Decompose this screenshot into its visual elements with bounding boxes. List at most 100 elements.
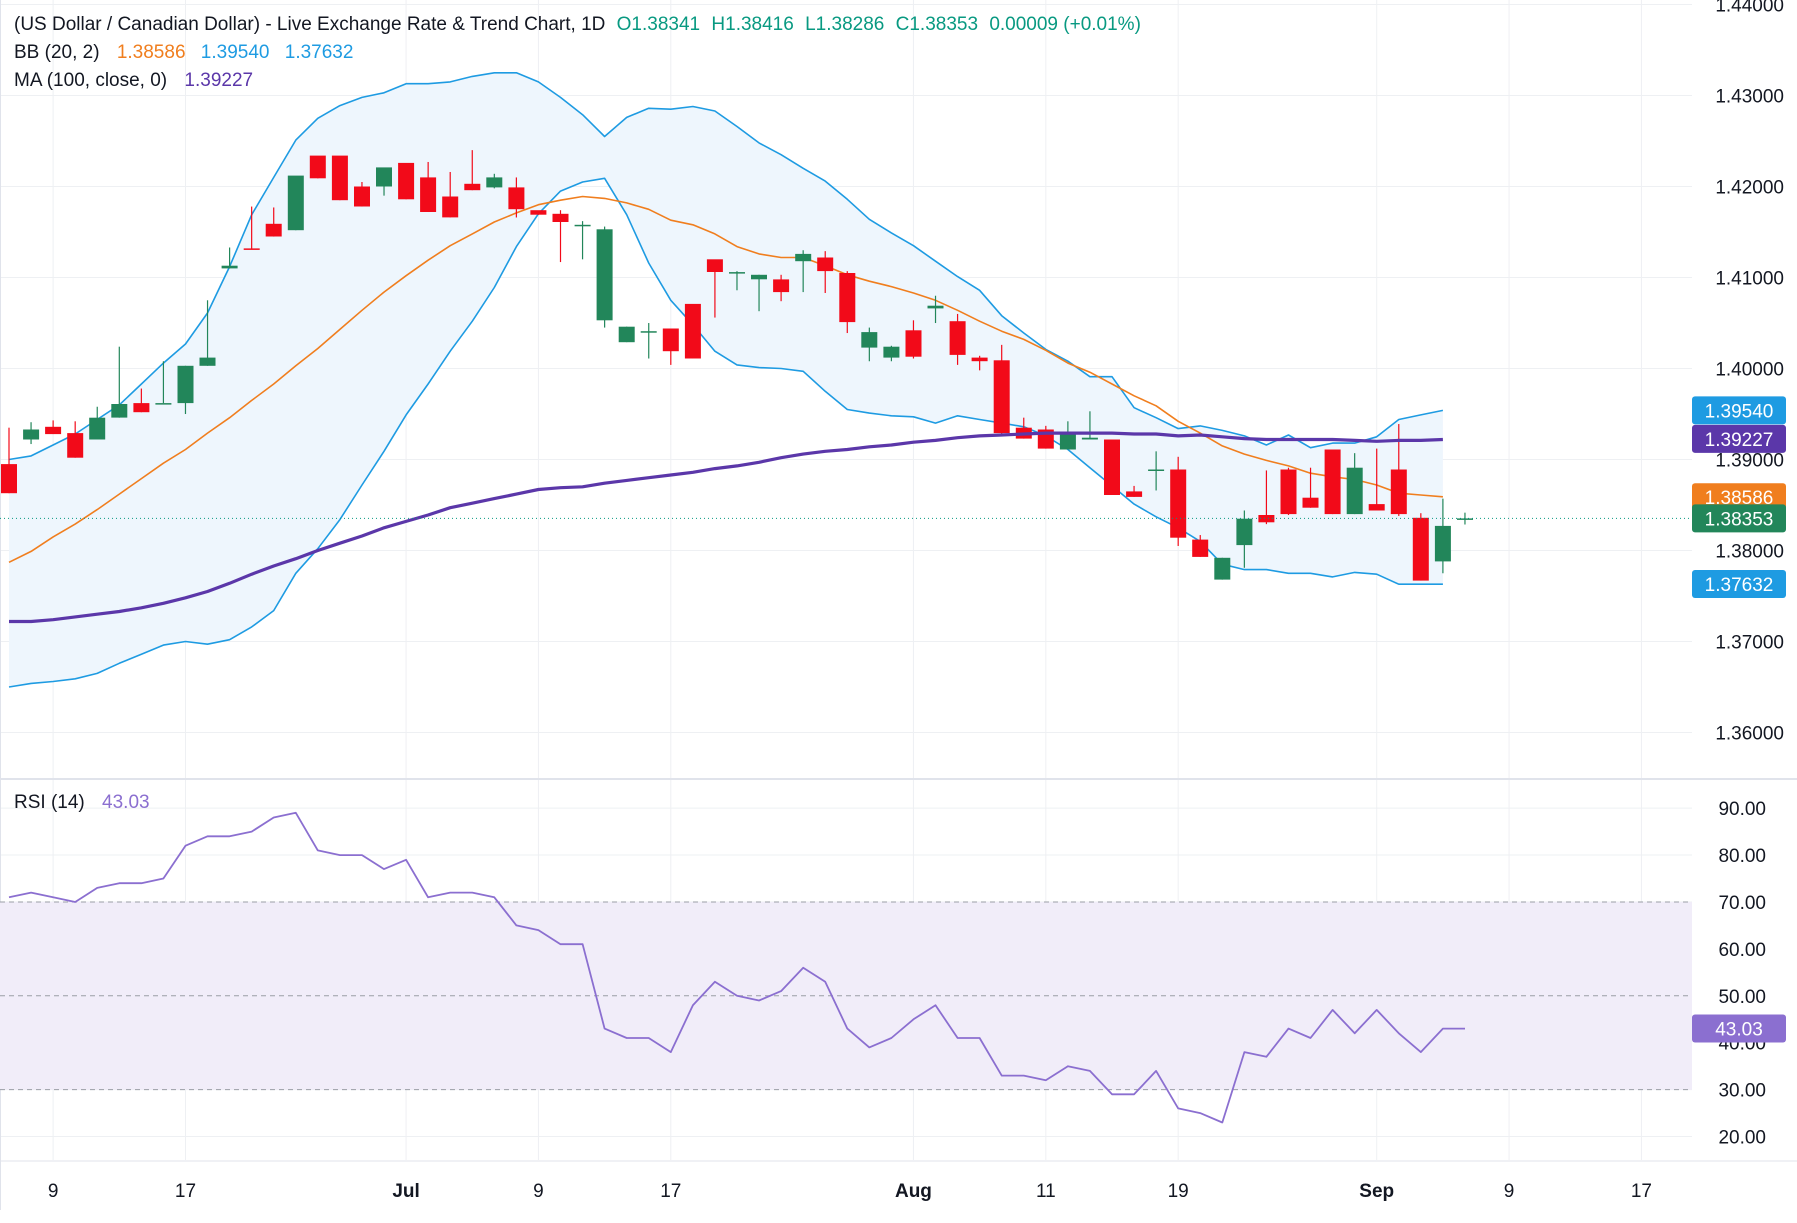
candle[interactable]	[287, 175, 304, 231]
candle[interactable]	[133, 388, 150, 413]
candle[interactable]	[1258, 470, 1275, 525]
candle[interactable]	[67, 421, 84, 458]
candle-body	[89, 417, 106, 440]
candle-body	[354, 186, 370, 207]
time-tick-label: 17	[1631, 1181, 1652, 1202]
close-badge[interactable]: 1.38353	[1692, 504, 1786, 533]
candle[interactable]	[662, 328, 679, 365]
candle-body	[23, 429, 40, 440]
candle[interactable]	[927, 295, 944, 324]
candle[interactable]	[331, 155, 348, 201]
candle[interactable]	[1081, 411, 1098, 440]
candle[interactable]	[1126, 485, 1143, 497]
candle-body	[552, 213, 569, 222]
ma-badge[interactable]: 1.39227	[1692, 424, 1786, 453]
candle[interactable]	[111, 346, 128, 418]
candle[interactable]	[221, 247, 238, 269]
candle-body	[817, 257, 834, 272]
candle[interactable]	[1, 427, 17, 494]
candle[interactable]	[618, 326, 635, 343]
time-tick-label: 9	[1504, 1181, 1515, 1202]
candle-body	[574, 224, 591, 227]
candle[interactable]	[155, 361, 172, 405]
candle[interactable]	[89, 406, 106, 440]
candle[interactable]	[883, 345, 900, 362]
candle[interactable]	[177, 365, 194, 415]
bb-basis-badge[interactable]: 1.38586	[1692, 483, 1786, 512]
time-tick-label: Sep	[1359, 1181, 1394, 1202]
candle[interactable]	[574, 221, 591, 260]
candle[interactable]	[1302, 467, 1319, 508]
bb-lower-badge[interactable]: 1.37632	[1692, 570, 1786, 599]
candle[interactable]	[1324, 449, 1341, 515]
ma-badge-box	[1692, 424, 1786, 453]
candle-body	[1126, 491, 1143, 497]
candle[interactable]	[1214, 557, 1231, 580]
candle[interactable]	[706, 259, 723, 318]
candle-body	[706, 259, 723, 272]
candle[interactable]	[530, 210, 547, 215]
candle[interactable]	[993, 344, 1010, 435]
ma100-line[interactable]	[9, 431, 1443, 624]
candle-body	[839, 273, 856, 323]
candle[interactable]	[442, 171, 459, 218]
candle[interactable]	[861, 327, 878, 362]
candle[interactable]	[971, 355, 988, 371]
rsi-tick-label: 70.00	[1718, 893, 1766, 914]
candle[interactable]	[795, 250, 812, 293]
candle[interactable]	[1346, 453, 1363, 515]
rsi-legend[interactable]: RSI (14) 43.03	[14, 792, 160, 814]
candle[interactable]	[751, 274, 767, 312]
candle[interactable]	[1104, 439, 1120, 496]
candle[interactable]	[199, 300, 216, 366]
candle[interactable]	[1280, 467, 1297, 516]
bb-upper-badge[interactable]: 1.39540	[1692, 396, 1786, 425]
candle-body	[1280, 469, 1297, 515]
ohlc-legend: (US Dollar / Canadian Dollar) - Live Exc…	[14, 14, 1147, 36]
candle[interactable]	[1148, 451, 1165, 491]
candle[interactable]	[23, 422, 40, 445]
candle[interactable]	[773, 274, 790, 302]
candle[interactable]	[640, 323, 657, 359]
candle[interactable]	[905, 320, 922, 359]
candle[interactable]	[309, 155, 326, 179]
candle[interactable]	[45, 420, 62, 435]
candle[interactable]	[552, 210, 569, 263]
candle[interactable]	[1059, 421, 1076, 450]
candle[interactable]	[839, 271, 856, 334]
candle-body	[1434, 525, 1451, 562]
candle[interactable]	[398, 162, 415, 200]
candle-body	[640, 331, 657, 333]
candle[interactable]	[464, 150, 481, 191]
ma-legend[interactable]: MA (100, close, 0) 1.39227	[14, 70, 263, 92]
candle[interactable]	[1192, 535, 1209, 557]
candle[interactable]	[420, 161, 437, 213]
candle[interactable]	[729, 271, 745, 291]
candle[interactable]	[1236, 510, 1253, 568]
time-tick-label: 9	[48, 1181, 59, 1202]
candle[interactable]	[1434, 498, 1451, 574]
candle-body	[530, 210, 547, 215]
candle[interactable]	[508, 177, 525, 218]
candle[interactable]	[596, 226, 613, 328]
candle[interactable]	[354, 181, 370, 207]
candle-body	[398, 162, 415, 200]
candle[interactable]	[1368, 448, 1385, 511]
candle[interactable]	[265, 207, 282, 237]
candle[interactable]	[684, 303, 701, 359]
candle[interactable]	[376, 167, 392, 196]
bb-upper-line[interactable]	[8, 72, 1444, 461]
bb-basis-badge-text: 1.38586	[1705, 488, 1774, 509]
bb-legend[interactable]: BB (20, 2) 1.38586 1.39540 1.37632	[14, 42, 363, 64]
candle[interactable]	[486, 173, 503, 189]
candle[interactable]	[243, 206, 260, 250]
candle[interactable]	[1170, 456, 1187, 546]
candle-body	[67, 433, 84, 458]
rsi-badge[interactable]: 43.03	[1692, 1014, 1786, 1043]
candle[interactable]	[817, 251, 834, 294]
candle[interactable]	[1412, 513, 1429, 581]
candle[interactable]	[949, 313, 966, 365]
rsi-line[interactable]	[8, 811, 1465, 1124]
candle-body	[155, 403, 172, 405]
